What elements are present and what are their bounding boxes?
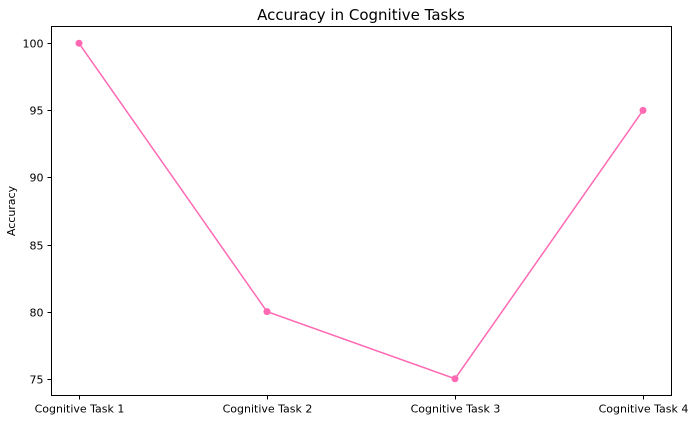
- y-tick-label: 95: [30, 105, 44, 118]
- x-tick-label: Cognitive Task 1: [35, 403, 125, 416]
- y-tick-label: 75: [30, 374, 44, 387]
- chart-title: Accuracy in Cognitive Tasks: [257, 6, 465, 24]
- y-tick-label: 85: [30, 240, 44, 253]
- y-axis-title: Accuracy: [5, 185, 18, 236]
- x-tick-label: Cognitive Task 3: [411, 403, 501, 416]
- y-axis: 75 80 85 90 95 100: [23, 38, 52, 387]
- data-point: [263, 308, 271, 316]
- data-point: [75, 39, 83, 47]
- series-layer: [75, 39, 647, 383]
- data-point: [451, 375, 459, 383]
- y-tick-label: 90: [30, 172, 44, 185]
- x-axis: Cognitive Task 1 Cognitive Task 2 Cognitiv…: [35, 395, 689, 416]
- y-tick-label: 80: [30, 307, 44, 320]
- series-line: [78, 42, 644, 380]
- plot-area-frame: [51, 26, 672, 396]
- x-tick-label: Cognitive Task 4: [599, 403, 689, 416]
- y-tick-label: 100: [23, 38, 44, 51]
- x-tick-label: Cognitive Task 2: [223, 403, 313, 416]
- data-point: [639, 106, 647, 114]
